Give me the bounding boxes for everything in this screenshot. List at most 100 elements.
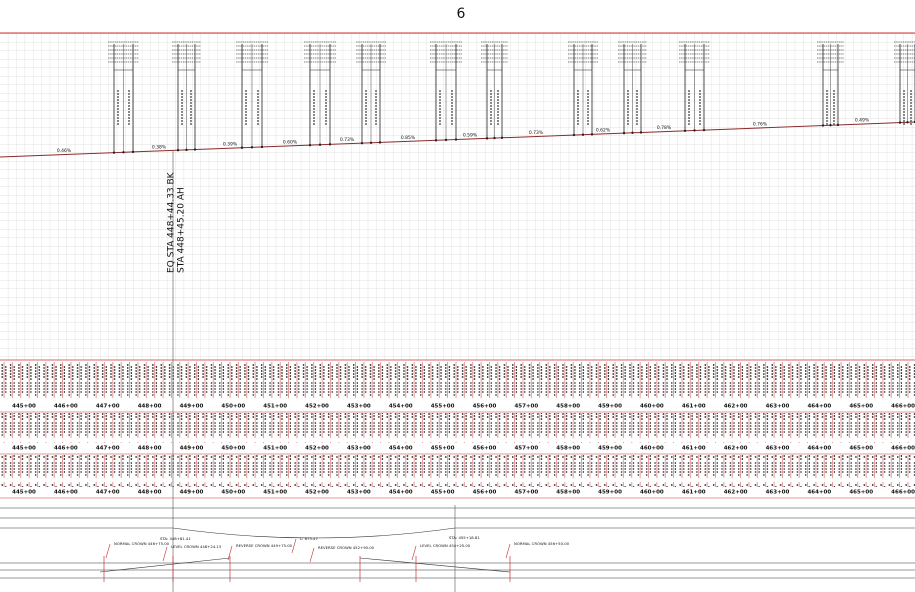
pvi-point: [590, 133, 594, 136]
superelevation-station: STA: 455+18.81: [449, 535, 480, 540]
grade-label: 0.73%: [529, 130, 544, 136]
station-label: 450+00: [221, 490, 245, 496]
station-label: 457+00: [514, 446, 538, 452]
station-label: 447+00: [96, 490, 120, 496]
station-label: 451+00: [263, 404, 287, 410]
superelevation-station: STA: 448+81.41: [160, 536, 191, 541]
grid: [0, 33, 915, 360]
pvi-point: [318, 143, 322, 146]
station-label: 457+00: [514, 404, 538, 410]
pvi-point: [631, 131, 634, 135]
station-label: 449+00: [180, 404, 204, 410]
pvi-point: [454, 138, 458, 141]
station-label: 446+00: [54, 490, 78, 496]
pvi-point: [308, 143, 312, 147]
elevation-band: [0, 413, 915, 443]
station-label: 449+00: [180, 446, 204, 452]
superelevation-label: L: 673.47: [300, 536, 318, 541]
pvi-point: [185, 148, 188, 152]
station-label: 457+00: [514, 490, 538, 496]
pvi-point: [360, 141, 364, 145]
station-label: 462+00: [724, 404, 748, 410]
station-label: 464+00: [807, 404, 831, 410]
station-label: 456+00: [473, 446, 497, 452]
grade-label: 0.76%: [753, 121, 768, 127]
pvi-point: [378, 141, 382, 144]
leader: [227, 545, 233, 561]
grade-label: 0.46%: [57, 148, 72, 154]
station-label: 445+00: [12, 490, 36, 496]
station-label: 445+00: [12, 446, 36, 452]
station-label: 459+00: [598, 446, 622, 452]
superelevation-label: NORMAL CROWN 456+50.00: [514, 541, 570, 546]
station-label: 464+00: [807, 490, 831, 496]
pvi-point: [683, 129, 687, 132]
station-label: 452+00: [305, 404, 329, 410]
leader: [291, 538, 297, 554]
station-label: 453+00: [347, 490, 371, 496]
station-label: 447+00: [96, 404, 120, 410]
pvi-point: [639, 131, 643, 134]
station-label: 452+00: [305, 446, 329, 452]
pvi-point: [702, 128, 706, 132]
station-label: 462+00: [724, 446, 748, 452]
grade-label: 0.39%: [223, 142, 238, 148]
station-label: 462+00: [724, 490, 748, 496]
station-label: 448+00: [138, 446, 162, 452]
station-label: 454+00: [389, 446, 413, 452]
leader: [105, 543, 111, 559]
pvi-point: [434, 139, 438, 142]
grade-label: 0.85%: [401, 135, 416, 141]
station-label: 461+00: [682, 490, 706, 496]
leader: [411, 545, 417, 561]
station-label: 447+00: [96, 446, 120, 452]
pvi-point: [829, 124, 832, 127]
station-label: 448+00: [138, 404, 162, 410]
pvi-point: [444, 138, 448, 142]
pvi-point: [176, 148, 180, 152]
station-label: 464+00: [807, 446, 831, 452]
grade-label: 0.73%: [340, 137, 355, 143]
station-label: 466+00: [891, 490, 915, 496]
station-label: 453+00: [347, 446, 371, 452]
station-label: 450+00: [221, 446, 245, 452]
station-label: 449+00: [180, 490, 204, 496]
pvi-point: [131, 150, 135, 154]
superelevation-label: NORMAL CROWN 446+75.00: [114, 541, 170, 546]
sheet-number: 6: [457, 6, 466, 22]
station-label: 461+00: [682, 446, 706, 452]
station-label: 463+00: [766, 490, 790, 496]
elevation-band: [0, 455, 915, 487]
grade-label: 0.49%: [855, 118, 870, 124]
leader: [162, 546, 168, 562]
station-label: 466+00: [891, 446, 915, 452]
station-label: 446+00: [54, 446, 78, 452]
grade-label: 0.78%: [657, 125, 672, 131]
superelevation-label: LEVEL CROWN 448+24.13: [171, 544, 222, 549]
station-label: 448+00: [138, 490, 162, 496]
pvi-point: [500, 136, 504, 139]
station-label: 446+00: [54, 404, 78, 410]
pvi-point: [369, 141, 373, 145]
profile-line: [0, 121, 915, 158]
station-label: 458+00: [556, 404, 580, 410]
grade-label: 0.38%: [152, 144, 167, 150]
station-label: 456+00: [473, 404, 497, 410]
pvi-point: [572, 133, 576, 137]
station-label: 465+00: [849, 404, 873, 410]
station-label: 450+00: [221, 404, 245, 410]
station-label: 466+00: [891, 404, 915, 410]
superelevation-label: REVERSE CROWN 449+75.00: [236, 543, 293, 548]
pvi-point: [193, 148, 197, 151]
pvi-point: [581, 133, 585, 136]
elevation-band: [0, 362, 915, 398]
leader: [505, 543, 511, 559]
station-label: 458+00: [556, 490, 580, 496]
station-label: 458+00: [556, 446, 580, 452]
station-label: 465+00: [849, 446, 873, 452]
station-label: 454+00: [389, 404, 413, 410]
leader: [309, 547, 315, 563]
pvi-point: [240, 146, 244, 149]
station-label: 455+00: [431, 404, 455, 410]
station-label: 460+00: [640, 490, 664, 496]
